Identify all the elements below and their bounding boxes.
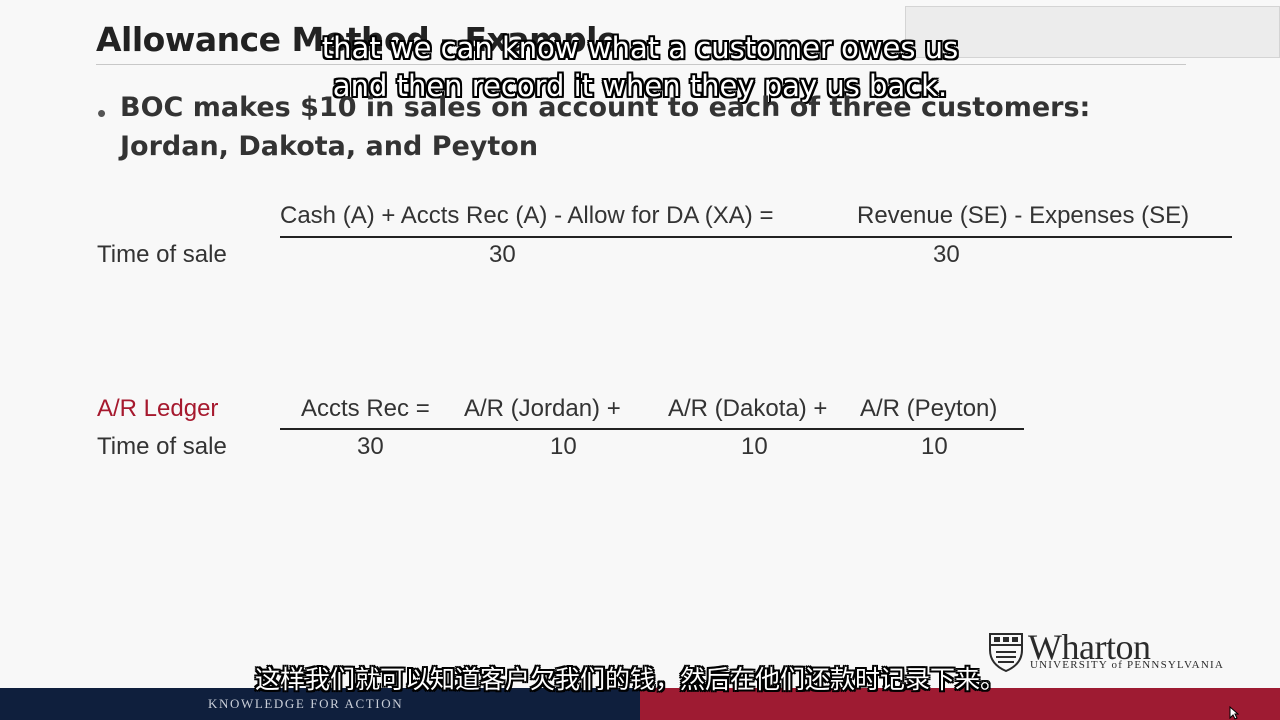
ledger-label: A/R Ledger [97,395,219,422]
logo-wordmark: Wharton [1028,627,1151,667]
equation-header-rule [280,236,1232,238]
ledger-header-accts-rec: Accts Rec = [301,395,430,422]
equation-left-value: 30 [489,241,516,268]
equation-row-label: Time of sale [97,241,227,268]
subtitle-chinese: 这样我们就可以知道客户欠我们的钱，然后在他们还款时记录下来。 [254,665,1005,694]
footer-bar-red [640,688,1280,720]
bullet-line-1: BOC makes $10 in sales on account to eac… [120,92,1091,123]
ledger-row-label: Time of sale [97,433,227,460]
equation-header-left: Cash (A) + Accts Rec (A) - Allow for DA … [280,202,774,229]
equation-header-right: Revenue (SE) - Expenses (SE) [857,202,1190,229]
wharton-logo: Wharton UNIVERSITY of PENNSYLVANIA [988,627,1223,677]
cursor-icon [1229,705,1240,720]
ledger-value-dakota: 10 [741,433,768,460]
subtitle-english-line-1: that we can know what a customer owes us [321,31,959,65]
ledger-value-peyton: 10 [921,433,948,460]
bullet-line-2: Jordan, Dakota, and Peyton [120,131,539,162]
logo-subtext: UNIVERSITY of PENNSYLVANIA [1030,659,1224,671]
ledger-value-accts-rec: 30 [357,433,384,460]
footer-tagline: KNOWLEDGE FOR ACTION [208,696,404,711]
ledger-header-dakota: A/R (Dakota) + [668,395,828,422]
ledger-header-rule [280,428,1024,430]
footer-bar-navy [0,688,640,720]
bullet-dot: • [97,98,107,128]
shield-icon [988,632,1024,677]
title-divider [96,64,1186,65]
overlay-box [905,6,1280,58]
ledger-header-peyton: A/R (Peyton) [860,395,998,422]
subtitle-english-line-2: and then record it when they pay us back… [332,69,948,103]
slide-title: Allowance Method - Example [96,20,619,59]
equation-right-value: 30 [933,241,960,268]
ledger-value-jordan: 10 [550,433,577,460]
ledger-header-jordan: A/R (Jordan) + [464,395,621,422]
